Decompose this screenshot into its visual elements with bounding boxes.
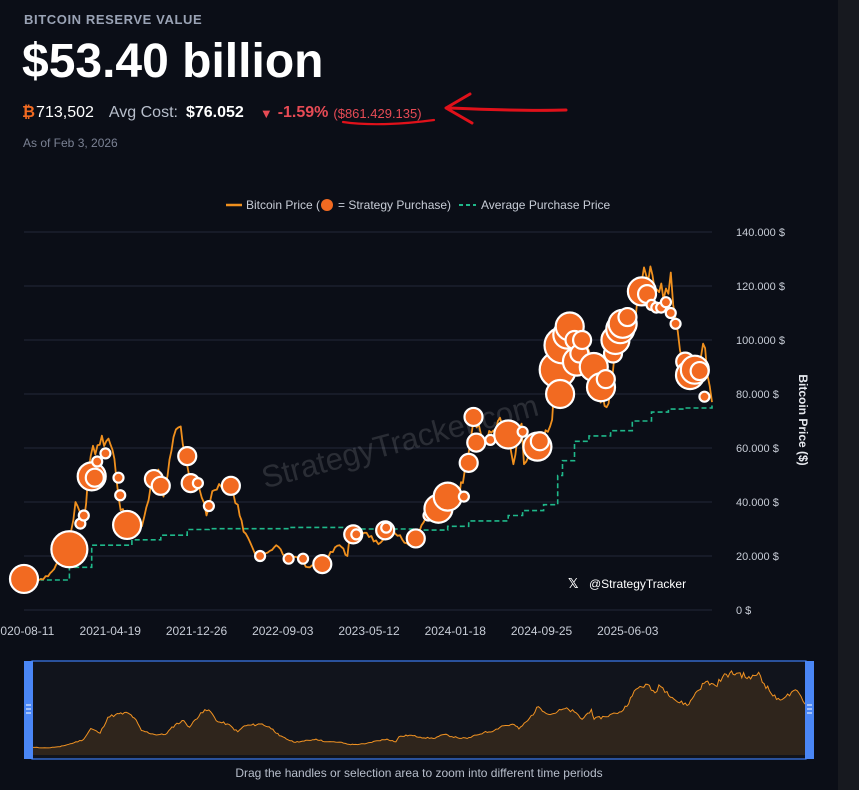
navigator-area (33, 670, 805, 755)
purchase-marker (664, 306, 677, 320)
purchase-marker (114, 489, 127, 502)
purchase-marker (545, 378, 576, 410)
purchase-marker (50, 530, 89, 569)
purchase-marker (571, 329, 593, 351)
legend-purchase-marker-icon (321, 199, 333, 211)
purchase-marker (220, 475, 241, 496)
purchase-marker (296, 552, 310, 565)
purchase-marker (111, 509, 143, 541)
purchase-marker (350, 528, 363, 541)
x-logo-icon: 𝕏 (568, 576, 579, 591)
annotation-arrow-icon (444, 92, 568, 125)
y-tick-label: 120.000 $ (736, 281, 785, 293)
navigator-left-handle[interactable] (24, 661, 33, 759)
navigator-selection[interactable] (31, 660, 807, 760)
purchase-marker (689, 360, 710, 382)
navigator-hint: Drag the handles or selection area to zo… (235, 766, 603, 780)
navigator-right-handle[interactable] (805, 661, 814, 759)
purchase-marker (466, 432, 487, 453)
x-tick-label: 2024-01-18 (425, 624, 487, 638)
purchase-marker (253, 549, 267, 563)
grid-lines (24, 231, 712, 611)
purchase-marker (380, 521, 393, 534)
x-tick-label: 2023-05-12 (338, 624, 400, 638)
purchase-marker (698, 390, 711, 403)
page-scrollbar[interactable] (838, 0, 859, 790)
x-tick-label: 2025-06-03 (597, 624, 659, 638)
purchase-marker (99, 447, 112, 460)
avg-cost-value: $76.052 (185, 104, 244, 121)
x-tick-label: 2022-09-03 (252, 624, 314, 638)
y-tick-label: 0 $ (736, 605, 751, 617)
purchase-marker (84, 467, 105, 488)
credit: 𝕏 @StrategyTracker (568, 576, 686, 591)
purchase-marker (112, 471, 125, 484)
purchase-marker (405, 528, 426, 549)
purchase-marker (659, 296, 673, 309)
purchase-marker (432, 481, 463, 512)
x-tick-label: 2021-04-19 (80, 624, 142, 638)
purchase-marker (463, 406, 484, 428)
bitcoin-price-chart[interactable]: Bitcoin Price ( = Strategy Purchase) Ave… (0, 190, 838, 650)
purchase-marker (458, 452, 479, 473)
average-purchase-price-line (24, 404, 713, 581)
reserve-value-label: BITCOIN RESERVE VALUE (24, 12, 203, 27)
y-tick-label: 100.000 $ (736, 335, 785, 347)
x-tick-label: 2021-12-26 (166, 624, 228, 638)
purchase-marker (617, 306, 638, 328)
purchase-markers (8, 276, 711, 595)
purchase-marker (191, 477, 204, 490)
legend-purchase-label: = Strategy Purchase) (338, 198, 451, 212)
navigator-price-line (33, 669, 806, 749)
purchase-marker (8, 563, 40, 595)
purchase-marker (202, 499, 215, 513)
purchase-marker (150, 475, 171, 496)
reserve-value: $53.40 billion (22, 35, 324, 88)
change-percent: -1.59% (277, 104, 329, 121)
purchase-marker (177, 446, 198, 467)
btc-holdings: 713,502 (36, 104, 94, 121)
stats-row: ₿ 713,502 Avg Cost: $76.052 ▼ -1.59% ($8… (22, 102, 422, 124)
y-tick-label: 60.000 $ (736, 443, 779, 455)
purchase-marker (669, 317, 682, 330)
purchase-marker (516, 425, 529, 438)
y-axis-label: Bitcoin Price ($) (796, 374, 810, 465)
legend-average-label: Average Purchase Price (481, 198, 611, 212)
x-tick-label: 2020-08-11 (0, 624, 55, 638)
time-range-navigator[interactable] (0, 655, 838, 763)
y-tick-label: 140.000 $ (736, 227, 785, 239)
y-axis-tick-labels: 0 $ 20.000 $ 40.000 $ 60.000 $ 80.000 $ 100.0… (736, 227, 785, 617)
purchase-marker (595, 369, 616, 390)
purchase-marker (77, 509, 90, 522)
purchase-marker (529, 431, 550, 452)
y-tick-label: 20.000 $ (736, 551, 779, 563)
change-usd: ($861.429.135) (333, 105, 422, 121)
purchase-marker (91, 455, 104, 468)
purchase-marker (282, 552, 295, 565)
purchase-marker (457, 490, 470, 503)
avg-cost-label: Avg Cost: (108, 104, 178, 121)
down-arrow-icon: ▼ (259, 105, 273, 121)
legend-price-label: Bitcoin Price ( (246, 198, 320, 212)
credit-handle: @StrategyTracker (589, 577, 686, 591)
y-tick-label: 40.000 $ (736, 497, 779, 509)
purchase-marker (312, 554, 333, 575)
x-axis-tick-labels: 2020-08-11 2021-04-19 2021-12-26 2022-09-03… (0, 624, 659, 638)
bitcoin-icon: ₿ (22, 104, 36, 121)
x-tick-label: 2024-09-25 (511, 624, 573, 638)
as-of-date: As of Feb 3, 2026 (23, 136, 118, 150)
chart-legend[interactable]: Bitcoin Price ( = Strategy Purchase) Ave… (226, 198, 611, 212)
y-tick-label: 80.000 $ (736, 389, 779, 401)
